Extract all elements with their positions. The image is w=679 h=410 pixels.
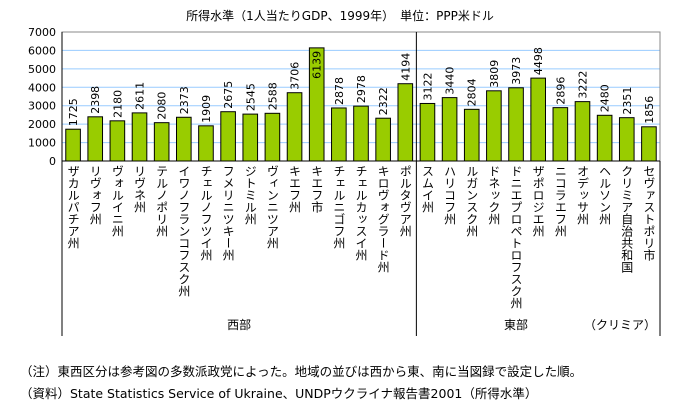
data-label: 3973: [510, 57, 523, 85]
bar: [198, 125, 214, 162]
data-label: 4194: [399, 53, 412, 81]
x-tick-label: ルガンスク州: [464, 165, 479, 237]
data-label: 2588: [266, 82, 279, 110]
x-tick-label: ジトミル州: [243, 165, 258, 225]
data-label: 6139: [311, 51, 324, 79]
x-tick-label: リヴォフ州: [88, 165, 103, 225]
x-tick-label: オデッサ州: [575, 165, 590, 225]
data-label: 2398: [89, 86, 102, 114]
bar: [574, 101, 591, 162]
x-tick-label: キエフ州: [287, 165, 302, 213]
y-tick-label: 1000: [28, 137, 56, 150]
bar: [153, 122, 170, 162]
data-label: 3440: [444, 67, 457, 95]
data-label: 1856: [643, 96, 656, 124]
bar: [552, 107, 569, 162]
data-label: 3122: [421, 72, 434, 100]
x-tick-label: スムイ州: [420, 165, 435, 213]
bar: [87, 116, 104, 162]
x-tick-label: ザカルパチア州: [66, 165, 81, 249]
group-label: 西部: [227, 318, 252, 332]
data-label: 3222: [576, 71, 589, 99]
bar: [641, 126, 657, 162]
bar: [242, 113, 259, 162]
bar: [331, 107, 347, 162]
bar: [618, 117, 635, 162]
data-label: 3706: [289, 62, 302, 90]
data-label: 2978: [355, 75, 368, 103]
x-tick-label: フメリニツキー州: [221, 165, 236, 261]
y-tick-label: 6000: [28, 44, 56, 57]
x-tick-label: ポルタヴア州: [398, 165, 413, 237]
x-tick-label: ニコラエフ州: [553, 165, 568, 237]
x-tick-label: テルノポリ州: [154, 165, 169, 237]
data-label: 2180: [111, 90, 124, 118]
y-tick-label: 7000: [28, 26, 56, 39]
y-tick-label: 0: [49, 155, 56, 168]
bar: [463, 108, 480, 162]
bar: [486, 90, 502, 162]
data-label: 1725: [67, 98, 80, 126]
y-tick-label: 2000: [28, 118, 56, 131]
y-tick-label: 3000: [28, 100, 56, 113]
data-label: 2545: [244, 83, 257, 111]
x-tick-label: ドネック州: [486, 165, 501, 225]
bar: [264, 112, 281, 162]
x-tick-label: チェルカッスイ州: [354, 165, 368, 261]
x-tick-label: ヴォルイニ州: [110, 165, 125, 237]
bar: [286, 92, 303, 162]
data-label: 3809: [488, 60, 501, 88]
y-tick-label: 4000: [28, 81, 56, 94]
bar: [375, 117, 391, 162]
source-text: （資料）State Statistics Service of Ukraine、…: [20, 386, 538, 401]
x-tick-label: チェルニゴフ州: [331, 165, 346, 249]
bar: [419, 102, 436, 162]
bar: [353, 105, 369, 162]
data-label: 1909: [200, 95, 213, 123]
data-label: 2896: [554, 77, 567, 105]
data-label: 2611: [134, 82, 147, 110]
x-tick-label: セヴァストポリ市: [641, 165, 656, 261]
group-label: （クリミア）: [583, 318, 657, 332]
x-tick-label: キロヴォグラード州: [376, 165, 391, 273]
data-label: 2480: [599, 84, 612, 112]
x-tick-label: リヴネ州: [132, 165, 147, 213]
data-label: 2675: [222, 81, 235, 109]
data-label: 2804: [466, 78, 479, 106]
x-tick-label: チェルノフツイ州: [198, 165, 213, 261]
bar: [65, 128, 81, 162]
bar: [109, 120, 126, 162]
bar: [596, 114, 613, 162]
bar: [176, 116, 192, 162]
data-label: 2878: [333, 77, 346, 105]
x-tick-label: ハリコフ州: [442, 165, 457, 225]
x-tick-label: キエフ市: [309, 165, 324, 213]
x-tick-label: ヘルソン州: [597, 165, 612, 225]
data-label: 2373: [178, 86, 191, 114]
bar: [220, 111, 236, 162]
bar: [508, 87, 524, 162]
chart-title: 所得水準（1人当たりGDP、1999年） 単位：PPP米ドル: [186, 8, 494, 23]
x-tick-label: イワノフランコフスク州: [176, 165, 191, 297]
x-tick-label: ヴィンニツア州: [265, 165, 280, 249]
group-label: 東部: [504, 318, 529, 332]
bar: [530, 77, 546, 162]
data-label: 4498: [532, 47, 545, 75]
bar: [397, 83, 414, 162]
y-tick-label: 5000: [28, 63, 56, 76]
data-label: 2322: [377, 87, 390, 115]
data-label: 2351: [621, 87, 634, 115]
x-tick-label: ザポロジエ州: [531, 165, 546, 237]
note-text: （注）東西区分は参考図の多数派政党によった。地域の並びは西から東、南に当図録で設…: [20, 364, 583, 379]
data-label: 2080: [156, 92, 169, 120]
bar: [131, 112, 148, 162]
x-tick-label: ドニエプロペトロフスク州: [509, 165, 524, 309]
x-tick-label: クリミア自治共和国: [619, 165, 634, 273]
bar: [441, 97, 458, 162]
